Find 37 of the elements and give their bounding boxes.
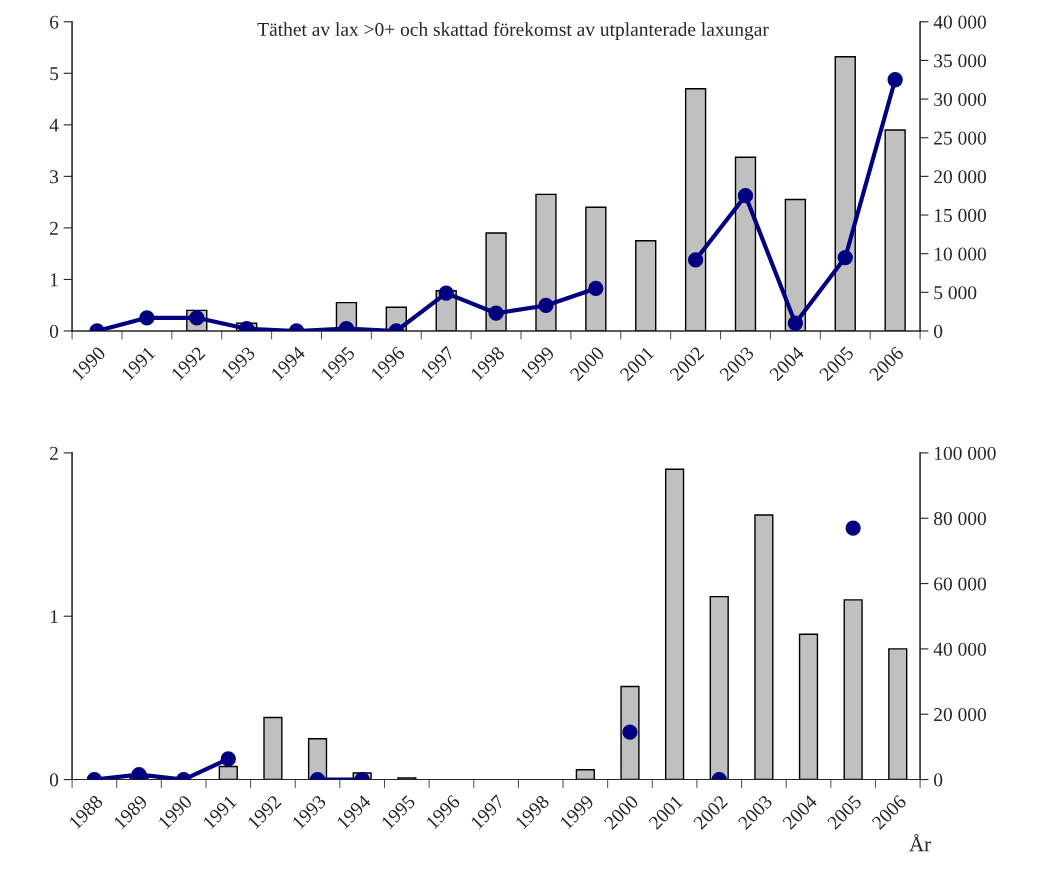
y2-tick-label: 0: [934, 324, 943, 338]
y2-tick-label: 100 000: [934, 446, 996, 460]
y2-tick-label: 40 000: [933, 642, 987, 656]
y-tick-label: 5: [50, 67, 59, 81]
y2-tick-label: 20 000: [934, 708, 987, 722]
y2-tick-label: 30 000: [934, 92, 987, 107]
y-tick-label: 3: [50, 170, 59, 184]
x-tick-label: 1998: [514, 794, 550, 830]
y2-tick-label: 5 000: [934, 286, 977, 300]
y-tick-label: 2: [50, 221, 58, 235]
y2-tick-label: 20 000: [934, 170, 987, 184]
x-tick-label: 1991: [121, 346, 156, 381]
x-tick-label: 1989: [113, 794, 149, 830]
y2-tick-label: 0: [934, 773, 943, 787]
x-tick-label: 1990: [157, 794, 193, 830]
y2-tick-label: 10 000: [934, 247, 987, 261]
x-tick-label: 1991: [202, 794, 238, 830]
x-tick-label: 1993: [291, 794, 327, 830]
x-axis-title: År: [909, 833, 931, 852]
x-tick-label: 1999: [559, 794, 595, 830]
y2-tick-label: 40 000: [933, 15, 987, 29]
y-tick-label: 2: [50, 446, 58, 460]
y-tick-label: 1: [50, 610, 58, 623]
x-tick-label: 1992: [247, 794, 282, 830]
x-tick-label: 2001: [619, 346, 655, 382]
x-tick-label: 1988: [68, 794, 104, 830]
y2-tick-label: 60 000: [934, 577, 987, 591]
y-tick-label: 6: [50, 15, 59, 29]
y2-tick-label: 80 000: [934, 512, 987, 526]
y2-tick-label: 15 000: [934, 208, 987, 222]
y-tick-label: 0: [49, 773, 59, 787]
y-tick-label: 0: [49, 324, 59, 338]
chart-title: Täthet av lax >0+ och skattad förekomst av utplanterade laxungar: [257, 22, 769, 40]
y2-tick-label: 25 000: [934, 131, 987, 145]
y-tick-label: 4: [49, 118, 59, 132]
y2-tick-label: 35 000: [934, 54, 987, 68]
y-tick-label: 1: [50, 273, 58, 287]
